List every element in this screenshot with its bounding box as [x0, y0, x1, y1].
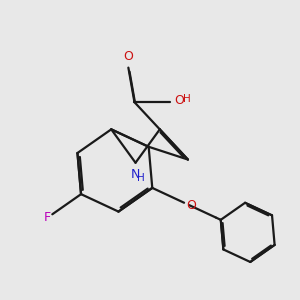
Text: F: F: [44, 211, 51, 224]
Text: H: H: [183, 94, 190, 104]
Text: O: O: [175, 94, 184, 106]
Text: O: O: [186, 200, 196, 212]
Text: O: O: [123, 50, 133, 63]
Text: H: H: [136, 173, 144, 183]
Text: N: N: [131, 168, 140, 181]
